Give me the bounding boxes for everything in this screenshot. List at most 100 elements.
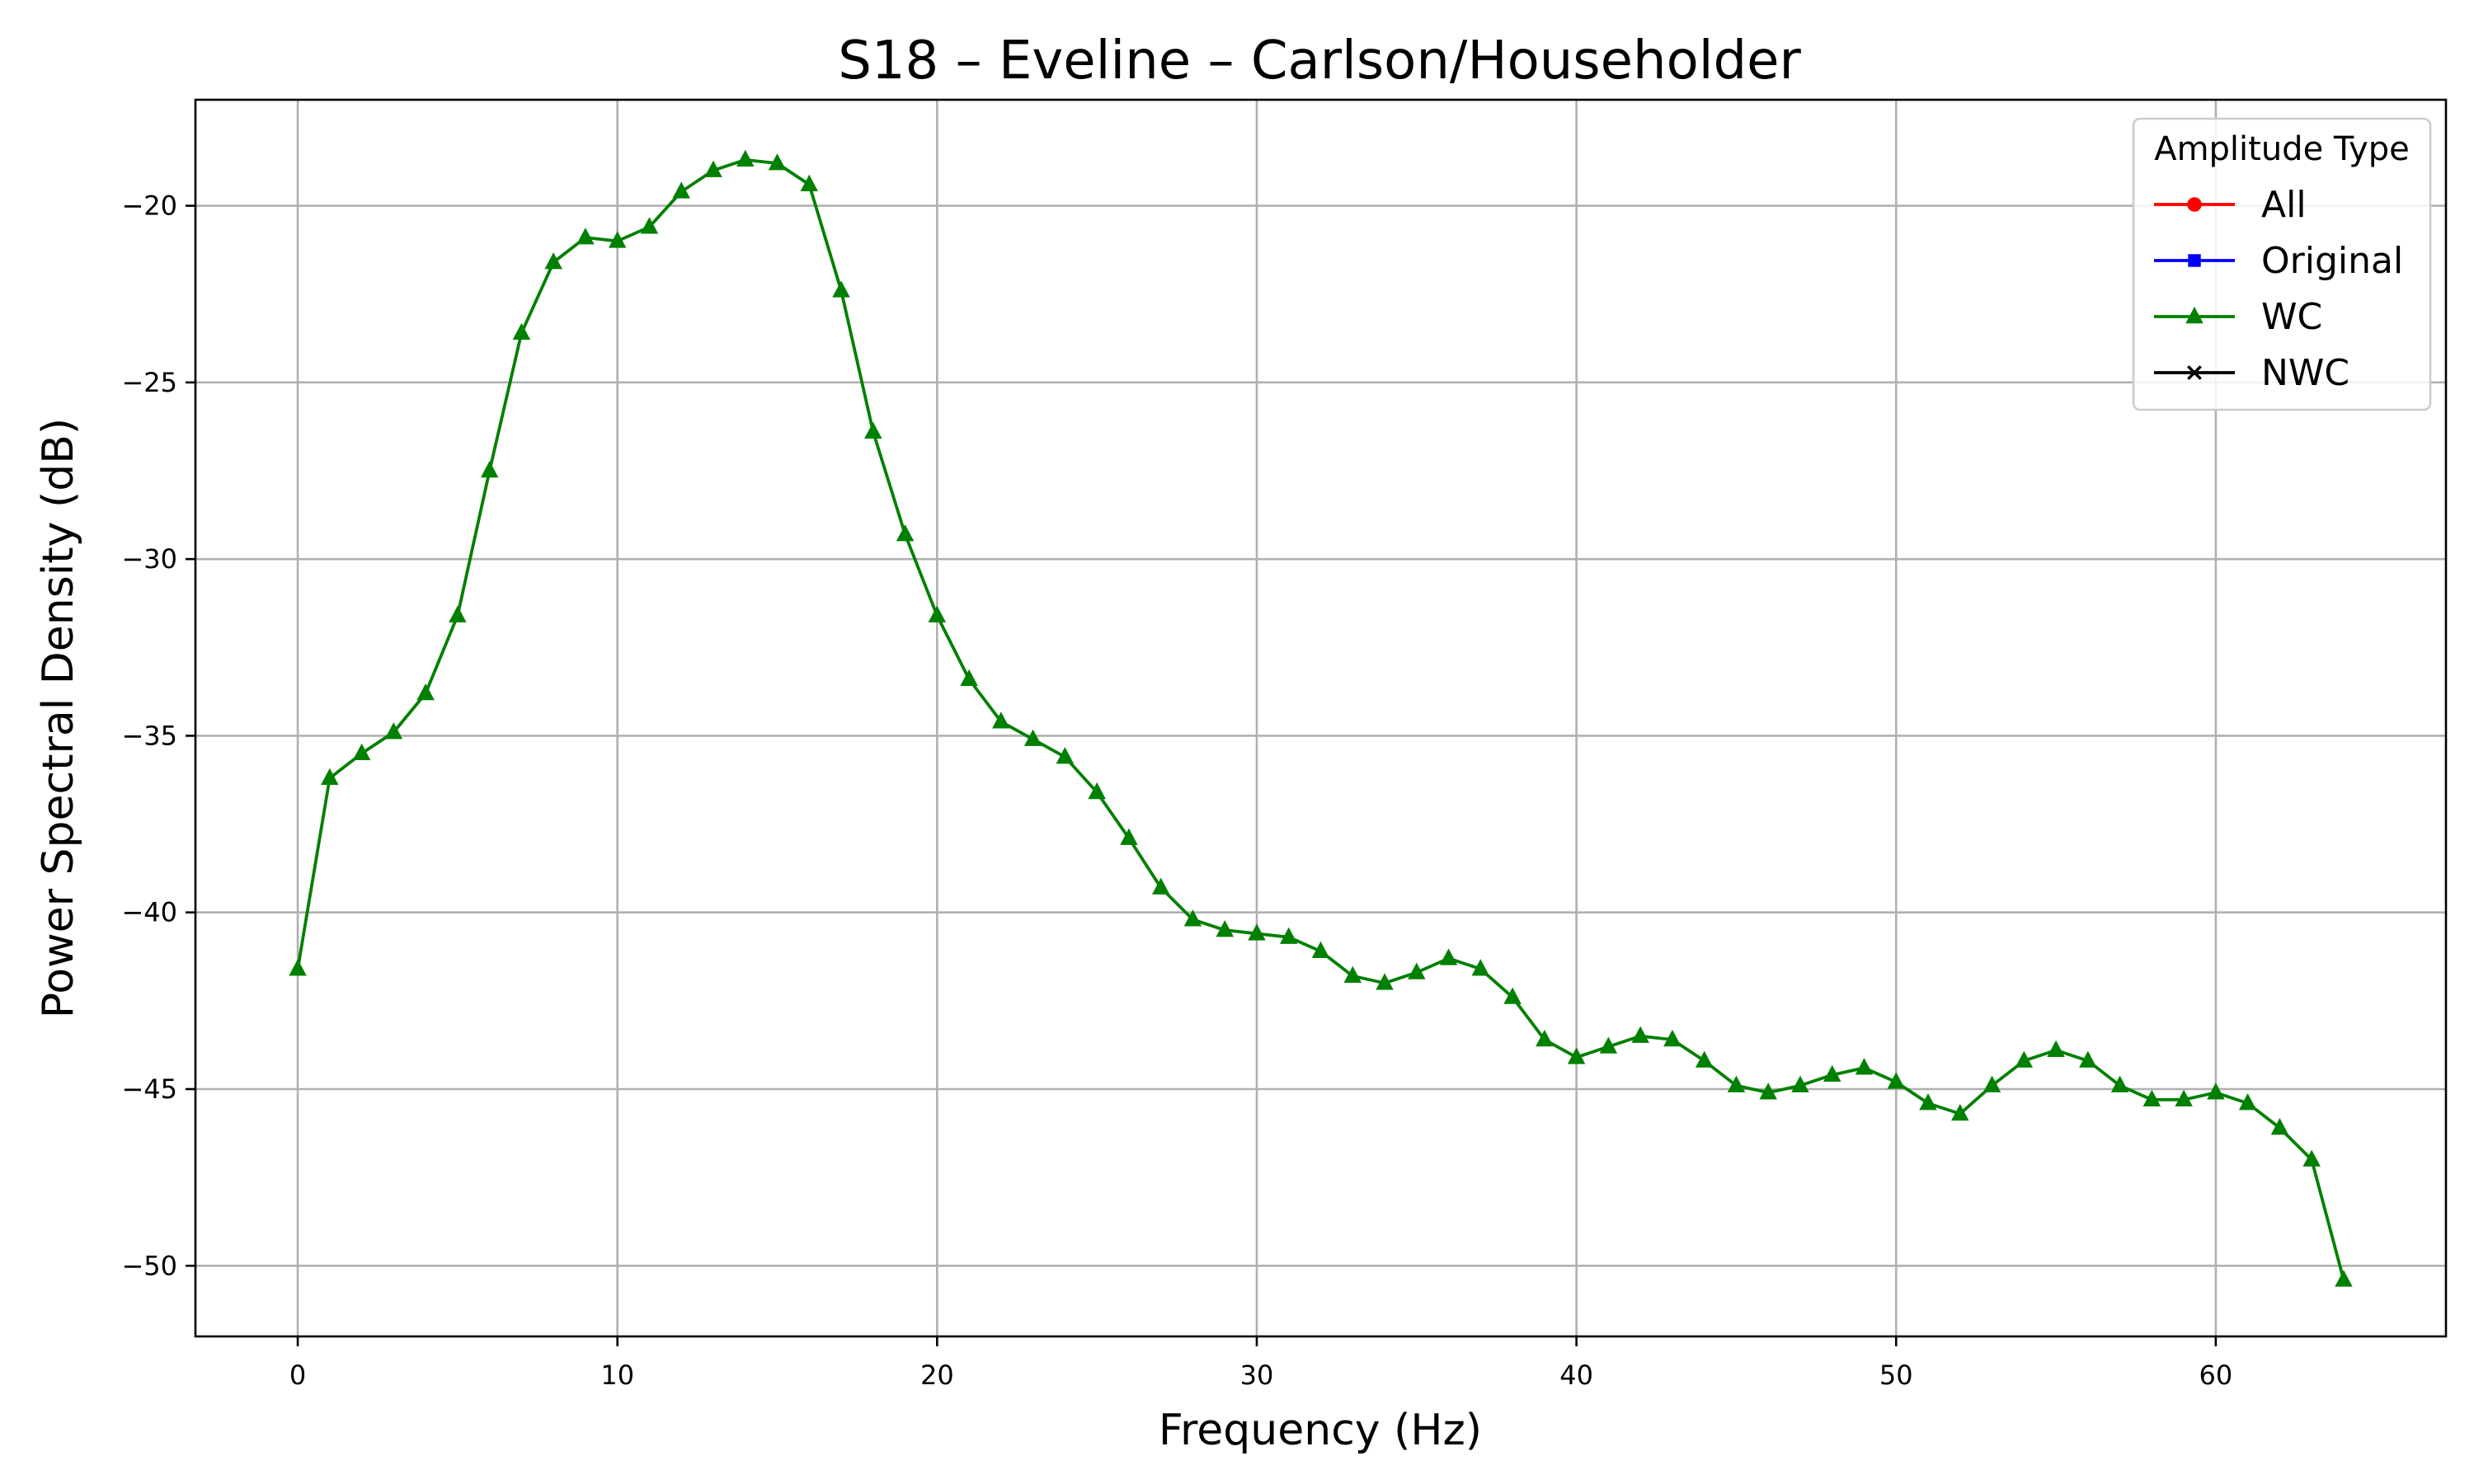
data-point [1695, 1050, 1714, 1068]
legend-title: Amplitude Type [2154, 130, 2410, 168]
data-point [1855, 1058, 1874, 1075]
data-point [768, 153, 787, 171]
data-point [1823, 1064, 1841, 1082]
y-tick-label: −45 [121, 1073, 177, 1105]
y-tick-label: −50 [121, 1250, 177, 1281]
data-point [1631, 1026, 1649, 1043]
y-tick-label: −20 [121, 190, 177, 222]
data-point [1887, 1072, 1905, 1089]
data-point [1311, 941, 1330, 959]
data-point [321, 768, 339, 786]
data-point [384, 722, 403, 740]
y-tick-label: −25 [121, 367, 177, 398]
x-tick-label: 10 [600, 1360, 634, 1391]
data-point [1023, 729, 1042, 746]
y-tick-label: −40 [121, 897, 177, 928]
data-point [416, 683, 435, 701]
data-point [2175, 1089, 2193, 1107]
data-point [672, 181, 690, 199]
data-point [832, 280, 850, 298]
y-axis-ticks: −20 −25 −30 −35 −40 −45 −50 [121, 190, 195, 1281]
x-tick-label: 0 [289, 1360, 306, 1391]
data-point [928, 605, 947, 622]
data-point [576, 228, 595, 245]
data-point [896, 524, 915, 542]
grid-lines [195, 100, 2446, 1336]
data-point [1248, 923, 1266, 941]
data-point [1216, 920, 1234, 937]
legend-entry-nwc: NWC [2154, 352, 2349, 394]
data-point [1567, 1047, 1586, 1064]
x-tick-label: 20 [920, 1360, 954, 1391]
data-point [1536, 1029, 1554, 1047]
x-tick-label: 30 [1240, 1360, 1274, 1391]
data-point [352, 743, 371, 761]
legend-entry-wc: WC [2154, 296, 2322, 338]
legend-marker [2187, 197, 2202, 212]
data-point [800, 174, 819, 192]
x-tick-label: 40 [1559, 1360, 1593, 1391]
data-point [2047, 1040, 2065, 1058]
data-point [1919, 1093, 1937, 1111]
x-axis-ticks: 0 10 20 30 40 50 60 [289, 1336, 2232, 1391]
data-point [289, 959, 307, 976]
data-point [2015, 1050, 2034, 1068]
x-axis-title: Frequency (Hz) [1159, 1406, 1482, 1455]
data-point [449, 605, 467, 622]
data-point [1982, 1075, 2001, 1092]
data-point [2207, 1082, 2225, 1100]
data-point [1088, 782, 1106, 800]
data-point [704, 160, 722, 177]
legend-entry-original: Original [2154, 240, 2403, 282]
legend: Amplitude Type All Original WC NWC [2132, 117, 2432, 411]
series-layer [289, 149, 2353, 1287]
data-point [640, 217, 659, 234]
y-axis-title: Power Spectral Density (dB) [34, 418, 83, 1018]
legend-label: Original [2261, 240, 2403, 282]
data-point [2335, 1270, 2353, 1287]
data-point [1471, 959, 1490, 976]
data-point [2270, 1118, 2289, 1135]
data-point [2302, 1149, 2321, 1167]
legend-label: All [2261, 184, 2307, 226]
x-tick-label: 50 [1879, 1360, 1913, 1391]
data-point [1343, 965, 1362, 984]
data-point [1759, 1082, 1777, 1100]
data-point [1120, 828, 1138, 845]
data-point [1951, 1103, 1969, 1121]
data-point [2079, 1050, 2097, 1068]
data-point [2238, 1093, 2257, 1111]
data-point [736, 149, 755, 167]
x-tick-label: 60 [2199, 1360, 2233, 1391]
data-point [960, 669, 978, 687]
y-tick-label: −30 [121, 543, 177, 575]
data-point [1727, 1075, 1746, 1092]
legend-label: WC [2261, 296, 2322, 338]
plot-frame [194, 98, 2448, 1338]
data-point [1599, 1036, 1618, 1054]
legend-marker [2187, 365, 2202, 380]
data-point [512, 322, 531, 340]
chart-title: S18 – Eveline – Carlson/Householder [838, 31, 1801, 92]
legend-marker [2185, 306, 2204, 324]
data-point [1408, 962, 1426, 979]
data-point [1280, 927, 1298, 944]
data-point [1791, 1075, 1809, 1092]
series-wc [289, 149, 2353, 1287]
y-tick-label: −35 [121, 720, 177, 751]
data-point [1439, 948, 1458, 965]
data-point [1503, 987, 1522, 1004]
legend-entries: All Original WC NWC [2154, 184, 2403, 394]
legend-entry-all: All [2154, 184, 2307, 226]
data-point [2110, 1075, 2129, 1092]
data-point [480, 460, 499, 478]
legend-marker [2188, 254, 2201, 267]
data-point [1151, 877, 1170, 895]
data-point [1183, 909, 1202, 927]
legend-box [2132, 117, 2432, 411]
data-point [2142, 1089, 2161, 1107]
legend-label: NWC [2261, 352, 2349, 394]
data-point [608, 231, 627, 248]
data-point [864, 421, 882, 439]
